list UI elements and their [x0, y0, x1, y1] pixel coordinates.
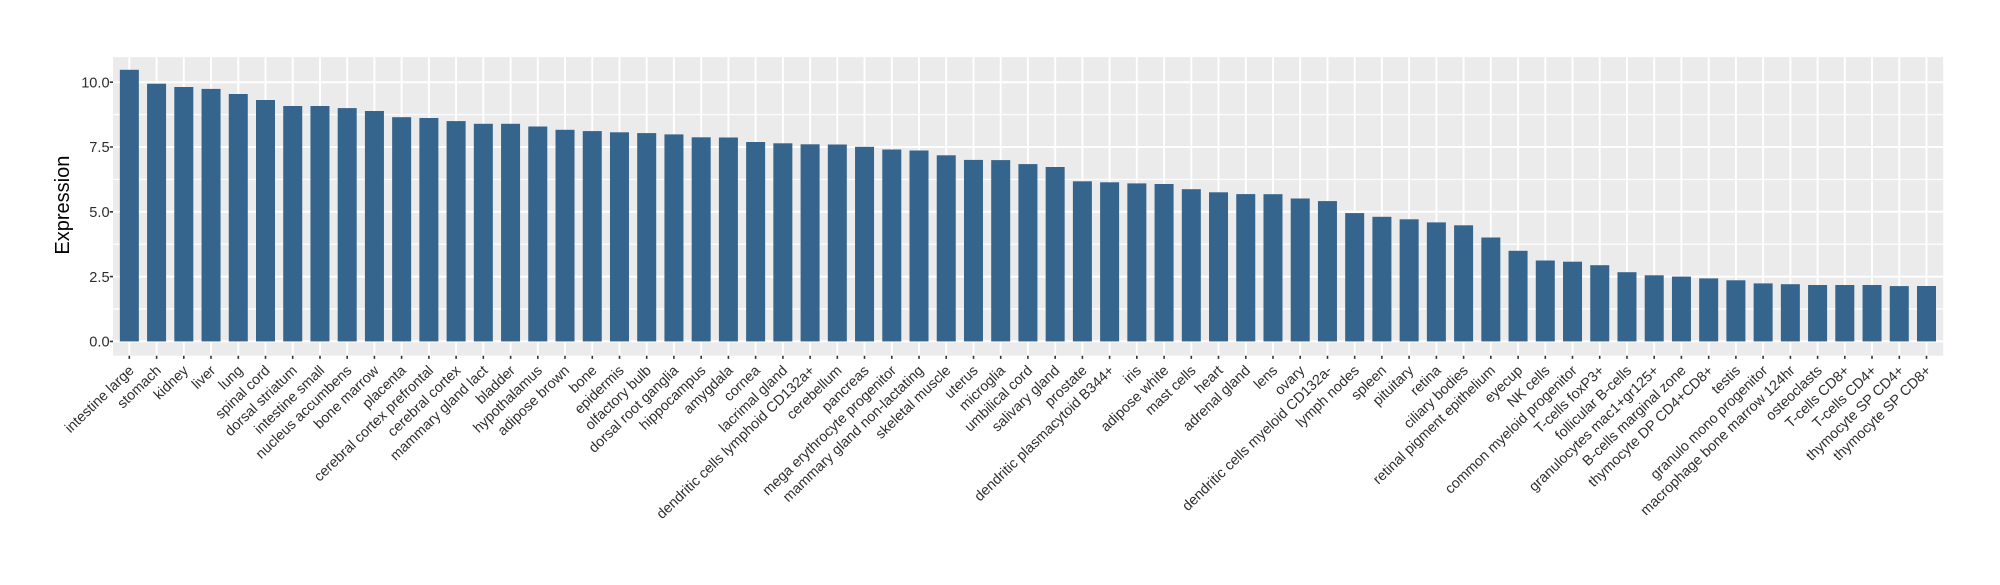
svg-text:0.0: 0.0: [89, 335, 109, 351]
svg-text:2.5: 2.5: [89, 270, 109, 286]
svg-text:10.0: 10.0: [81, 75, 109, 91]
svg-text:Expression: Expression: [52, 156, 74, 255]
svg-text:5.0: 5.0: [89, 205, 109, 221]
svg-text:7.5: 7.5: [89, 140, 109, 156]
